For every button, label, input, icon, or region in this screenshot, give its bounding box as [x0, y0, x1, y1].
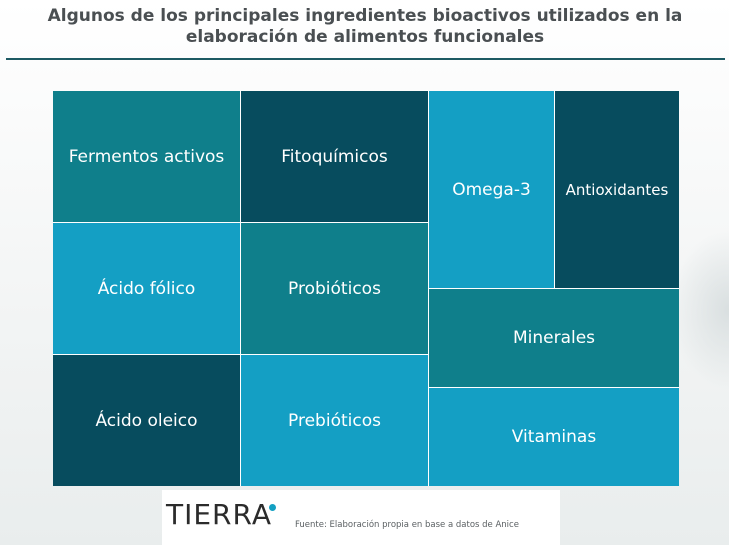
- background-decoration: [669, 230, 729, 390]
- tile-label: Fermentos activos: [68, 146, 225, 167]
- tile-label: Probióticos: [288, 278, 381, 299]
- tile-acido-folico: Ácido fólico: [53, 223, 241, 355]
- title-divider: [6, 58, 725, 60]
- source-note: Fuente: Elaboración propia en base a dat…: [295, 520, 519, 530]
- tile-omega-3: Omega-3: [429, 91, 555, 289]
- tile-fermentos-activos: Fermentos activos: [53, 91, 241, 223]
- tile-vitaminas: Vitaminas: [429, 388, 679, 486]
- tile-probioticos: Probióticos: [241, 223, 429, 355]
- tile-label: Vitaminas: [511, 427, 597, 447]
- logo-dot-icon: [269, 504, 276, 511]
- tile-label: Fitoquímicos: [281, 146, 388, 167]
- tile-label: Ácido fólico: [97, 278, 196, 299]
- tile-label: Omega-3: [452, 179, 531, 200]
- tile-minerales: Minerales: [429, 289, 679, 388]
- tile-antioxidantes: Antioxidantes: [555, 91, 679, 289]
- footer: TIERRA Fuente: Elaboración propia en bas…: [162, 490, 560, 545]
- tile-label: Antioxidantes: [565, 180, 669, 199]
- tierra-logo: TIERRA: [166, 498, 272, 531]
- tile-prebioticos: Prebióticos: [241, 355, 429, 486]
- tile-label: Minerales: [512, 328, 596, 348]
- tile-fitoquimicos: Fitoquímicos: [241, 91, 429, 223]
- page-title: Algunos de los principales ingredientes …: [47, 6, 683, 47]
- tile-label: Ácido oleico: [95, 410, 198, 431]
- tile-label: Prebióticos: [288, 410, 381, 431]
- tile-acido-oleico: Ácido oleico: [53, 355, 241, 486]
